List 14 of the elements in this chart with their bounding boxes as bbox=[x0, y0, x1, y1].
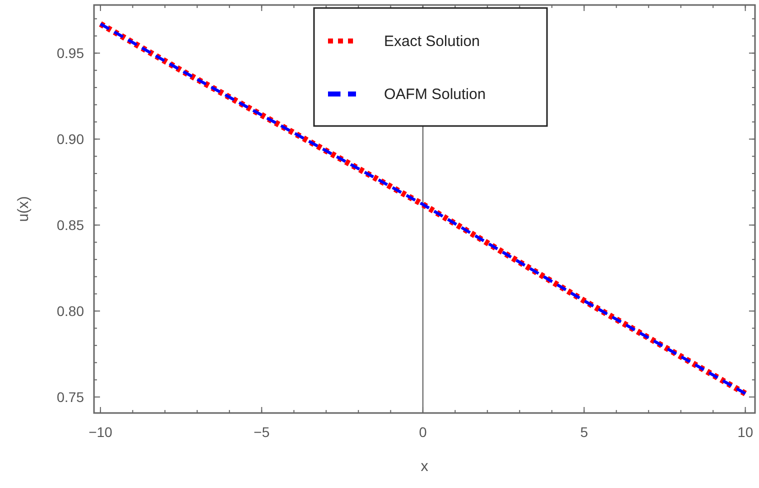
x-tick-label: 5 bbox=[580, 424, 588, 440]
x-tick-label: 0 bbox=[418, 424, 427, 440]
y-tick-label: 0.95 bbox=[56, 45, 84, 62]
legend-label: OAFM Solution bbox=[384, 86, 486, 103]
y-tick-label: 0.80 bbox=[56, 303, 84, 320]
x-tick-label: 10 bbox=[738, 424, 754, 440]
y-axis-title: u(x) bbox=[15, 196, 32, 222]
y-tick-label: 0.85 bbox=[56, 217, 84, 234]
y-tick-label: 0.75 bbox=[56, 389, 84, 406]
x-tick-label: −10 bbox=[88, 424, 113, 440]
x-tick-label: −5 bbox=[254, 424, 270, 440]
x-axis-title: x bbox=[420, 458, 429, 475]
y-tick-label: 0.90 bbox=[56, 131, 84, 148]
legend-label: Exact Solution bbox=[384, 33, 480, 50]
